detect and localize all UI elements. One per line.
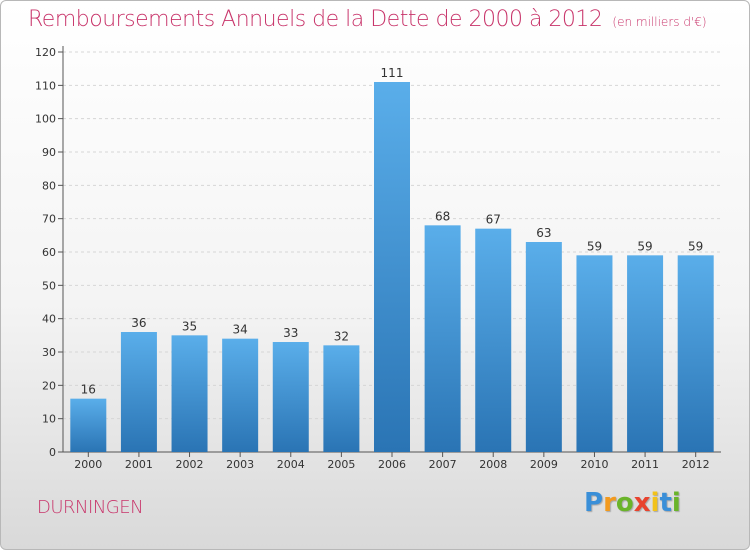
y-tick-label: 0 (49, 446, 56, 459)
bar-2009 (525, 242, 562, 452)
logo-letter: r (603, 488, 616, 518)
x-tick-label-2006: 2006 (378, 458, 406, 471)
chart-unit-note: (en milliers d'€) (612, 15, 707, 29)
y-tick-label: 120 (35, 46, 56, 59)
x-tick-label-2012: 2012 (682, 458, 710, 471)
data-label-2004: 33 (283, 326, 298, 340)
y-tick-label: 110 (35, 79, 56, 92)
x-tick-label-2008: 2008 (479, 458, 507, 471)
bar-2007 (424, 225, 461, 452)
data-label-2006: 111 (381, 66, 404, 80)
y-tick-label: 60 (42, 246, 56, 259)
bar-2002 (171, 335, 208, 452)
bar-2005 (323, 345, 360, 452)
logo-letter: i (650, 488, 660, 518)
logo-letter: P (584, 488, 604, 518)
commune-name: DURNINGEN (37, 497, 144, 518)
data-label-2011: 59 (637, 239, 652, 253)
chart-title: Remboursements Annuels de la Dette de 20… (28, 7, 707, 32)
data-label-2001: 36 (131, 316, 146, 330)
x-tick-label-2002: 2002 (176, 458, 204, 471)
data-label-2010: 59 (587, 239, 602, 253)
x-tick-label-2009: 2009 (530, 458, 558, 471)
bar-2012 (677, 255, 714, 452)
data-label-2005: 32 (334, 329, 349, 343)
data-label-2003: 34 (233, 323, 248, 337)
logo-letter: t (659, 488, 672, 518)
x-tick-label-2004: 2004 (277, 458, 305, 471)
x-tick-label-2001: 2001 (125, 458, 153, 471)
axes: 0 10 20 30 40 50 60 70 80 90 100 110 120 2000 2001 2002… (35, 46, 721, 471)
bar-2008 (475, 228, 512, 452)
logo-letter: i (671, 488, 681, 518)
chart-title-text: Remboursements Annuels de la Dette de 20… (28, 7, 603, 32)
bar-2003 (222, 338, 259, 452)
bar-2001 (120, 332, 157, 452)
x-tick-label-2003: 2003 (226, 458, 254, 471)
y-tick-label: 20 (42, 379, 56, 392)
x-tick-label-2000: 2000 (74, 458, 102, 471)
proxiti-logo: Proxiti (584, 488, 681, 518)
bar-2004 (272, 342, 309, 452)
y-tick-label: 30 (42, 346, 56, 359)
x-tick-label-2005: 2005 (327, 458, 355, 471)
data-label-2000: 16 (81, 383, 96, 397)
y-tick-label: 50 (42, 279, 56, 292)
data-label-2002: 35 (182, 319, 197, 333)
y-tick-label: 100 (35, 113, 56, 126)
y-tick-label: 40 (42, 313, 56, 326)
bars (70, 82, 714, 452)
y-tick-label: 70 (42, 213, 56, 226)
bar-2010 (576, 255, 613, 452)
y-tick-label: 80 (42, 179, 56, 192)
logo-letter: o (615, 488, 634, 518)
bar-2000 (70, 398, 107, 452)
data-label-2008: 67 (486, 213, 501, 227)
bar-2006 (374, 82, 410, 452)
data-label-2007: 68 (435, 209, 450, 223)
x-tick-label-2011: 2011 (631, 458, 659, 471)
data-label-2012: 59 (688, 239, 703, 253)
logo-letter: x (633, 488, 651, 518)
data-label-2009: 63 (536, 226, 551, 240)
y-tick-label: 90 (42, 146, 56, 159)
y-tick-label: 10 (42, 413, 56, 426)
bar-2011 (627, 255, 664, 452)
data-labels: 16 36 35 34 33 32 111 68 67 63 59 59 59 (81, 66, 704, 397)
x-tick-label-2010: 2010 (580, 458, 608, 471)
x-tick-label-2007: 2007 (429, 458, 457, 471)
